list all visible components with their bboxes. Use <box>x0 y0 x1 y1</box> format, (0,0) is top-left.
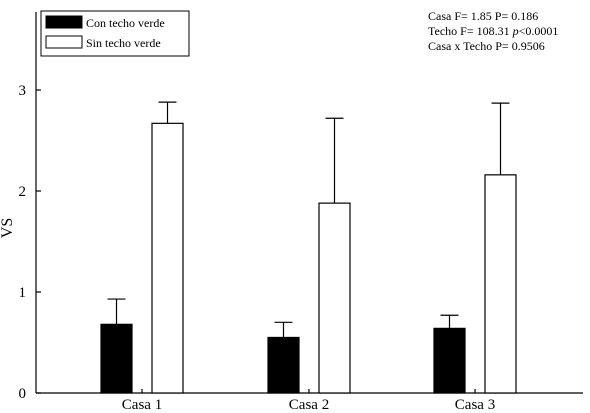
y-tick-label: 0 <box>19 386 27 402</box>
legend-swatch <box>45 15 83 29</box>
y-axis: 0 1 2 3 <box>19 12 41 402</box>
y-tick-label: 2 <box>19 184 27 200</box>
stats-line: Casa x Techo P= 0.9506 <box>428 39 545 53</box>
x-tick-label: Casa 3 <box>455 397 495 413</box>
y-tick-label: 1 <box>19 285 27 301</box>
y-axis-title: VS <box>0 218 16 238</box>
legend-label: Con techo verde <box>86 16 165 30</box>
legend: Con techo verde Sin techo verde <box>40 10 190 57</box>
bar <box>100 323 133 394</box>
x-tick-label: Casa 1 <box>122 397 162 413</box>
stats-line: Techo F= 108.31 p<0.0001 <box>428 24 558 38</box>
bars <box>100 101 517 394</box>
bar <box>433 327 466 394</box>
stats-line: Casa F= 1.85 P= 0.186 <box>428 9 538 23</box>
bar <box>151 122 184 394</box>
y-tick-label: 3 <box>19 83 27 99</box>
bar <box>267 336 300 394</box>
x-tick-label: Casa 2 <box>289 397 329 413</box>
legend-label: Sin techo verde <box>86 36 161 50</box>
bar <box>484 174 517 394</box>
bar <box>318 202 351 394</box>
legend-swatch <box>45 35 83 49</box>
